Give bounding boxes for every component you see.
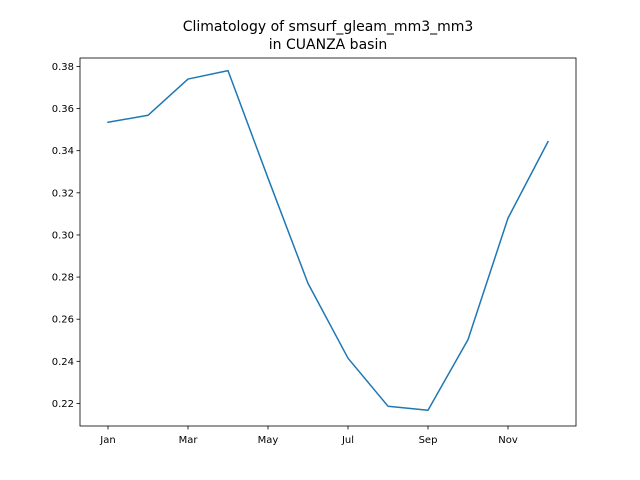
y-tick-label: 0.26 — [52, 315, 74, 326]
y-tick-label: 0.32 — [52, 188, 74, 199]
y-tick-label: 0.34 — [52, 146, 74, 157]
y-tick-label: 0.28 — [52, 273, 74, 284]
y-tick-label: 0.22 — [52, 399, 74, 410]
x-tick-label: May — [258, 435, 279, 446]
x-tick-label: Sep — [419, 435, 438, 446]
chart-title-line-1: Climatology of smsurf_gleam_mm3_mm3 — [183, 19, 474, 35]
axes-frame — [79, 57, 577, 427]
chart-title-line-2: in CUANZA basin — [269, 37, 387, 53]
y-tick-label: 0.24 — [52, 357, 74, 368]
x-tick-label: Nov — [498, 435, 518, 446]
y-tick-label: 0.38 — [52, 62, 74, 73]
x-tick-label: Mar — [179, 435, 199, 446]
series-line-0 — [107, 69, 550, 411]
x-tick-label: Jul — [341, 435, 354, 446]
plot-area: 0.22 0.24 0.26 0.28 0.30 0.32 0.34 0.36 0.38 Jan M… — [52, 57, 577, 446]
y-tick-label: 0.36 — [52, 104, 74, 115]
y-tick-label: 0.30 — [52, 230, 74, 241]
x-tick-label: Jan — [99, 435, 115, 446]
